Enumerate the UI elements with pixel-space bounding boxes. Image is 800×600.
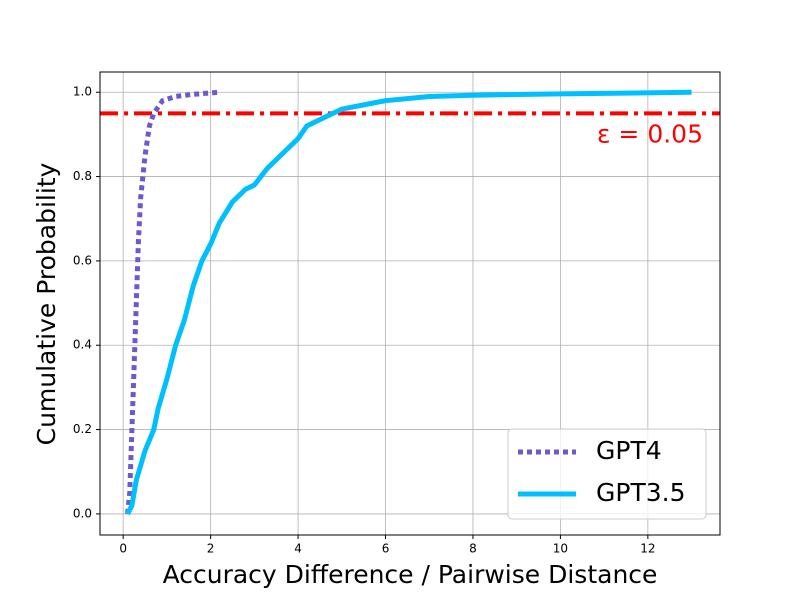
legend-label: GPT3.5: [596, 478, 685, 507]
x-tick-label: 6: [382, 542, 390, 556]
x-tick-label: 10: [553, 542, 568, 556]
y-tick-label: 0.2: [73, 422, 92, 436]
x-tick-label: 12: [640, 542, 655, 556]
y-tick-label: 0.8: [73, 169, 92, 183]
y-tick-label: 0.0: [73, 506, 92, 520]
x-tick-label: 8: [469, 542, 477, 556]
data-line: [125, 89, 692, 516]
data-line: [125, 89, 220, 515]
y-axis-label: Cumulative Probability: [32, 162, 61, 445]
y-tick-label: 0.4: [73, 338, 92, 352]
x-axis-label: Accuracy Difference / Pairwise Distance: [163, 560, 658, 589]
reference-label: ε = 0.05: [597, 119, 703, 148]
x-tick-label: 2: [207, 542, 215, 556]
legend: GPT4 GPT3.5: [507, 428, 707, 520]
legend-label: GPT4: [596, 436, 662, 465]
x-tick-label: 0: [119, 542, 127, 556]
y-tick-label: 0.6: [73, 253, 92, 267]
x-tick-label: 4: [294, 542, 302, 556]
y-tick-label: 1.0: [73, 85, 92, 99]
plot-frame: [99, 71, 721, 536]
